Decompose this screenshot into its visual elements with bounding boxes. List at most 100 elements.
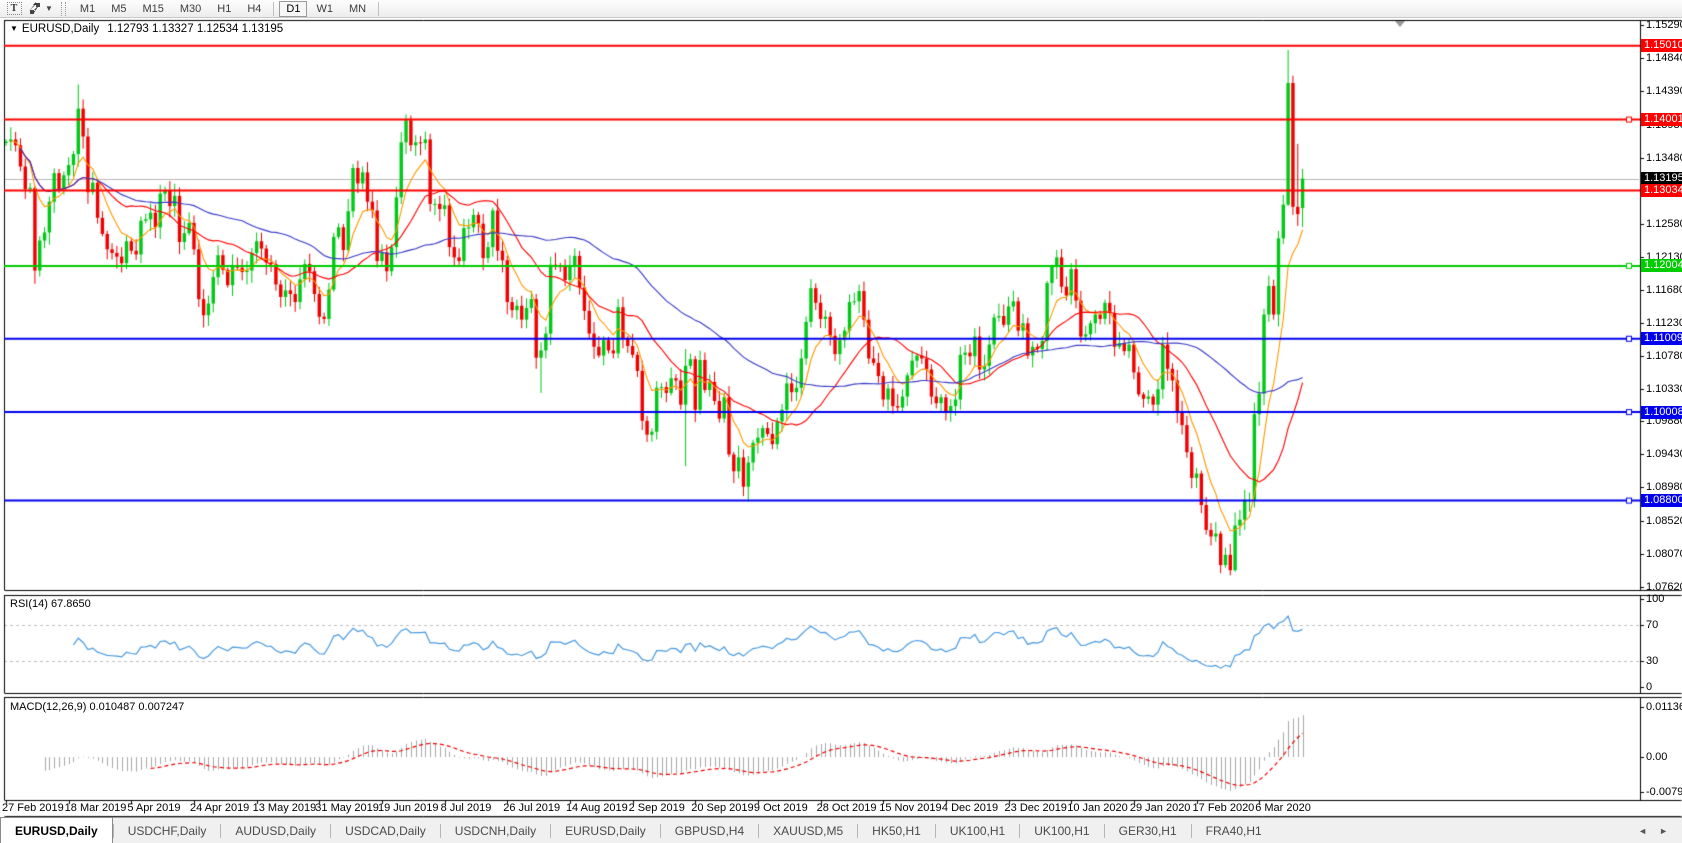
- date-axis-label: 2 Sep 2019: [628, 802, 685, 814]
- price-axis-tick: 1.11230: [1646, 316, 1682, 329]
- text-tool-icon: T: [6, 2, 22, 15]
- rsi-axis-tick: 70: [1646, 619, 1659, 632]
- toolbar-grip: [60, 1, 66, 16]
- price-axis-tick: 1.08520: [1646, 515, 1682, 528]
- timeframe-button-m30[interactable]: M30: [179, 2, 202, 15]
- objects-tool-button[interactable]: ▼: [28, 1, 53, 17]
- chart-symbol-label: EURUSD,Daily: [21, 23, 100, 35]
- price-axis-tick: 1.08070: [1646, 548, 1682, 561]
- date-axis-label: 4 Dec 2019: [941, 802, 999, 814]
- tab-scroll-right-icon[interactable]: ►: [1659, 825, 1668, 836]
- macd-axis-tick: 0.011362: [1646, 701, 1682, 713]
- chart-tab-8[interactable]: HK50,H1: [872, 823, 921, 838]
- timeframe-button-d1[interactable]: D1: [279, 0, 308, 17]
- rsi-label: RSI(14) 67.8650: [10, 598, 91, 610]
- hline-price-badge: 1.11009: [1641, 332, 1682, 346]
- diagonal-arrows-icon: [29, 2, 40, 14]
- price-axis-tick: 1.10330: [1646, 382, 1682, 395]
- timeframe-button-mn[interactable]: MN: [348, 2, 367, 15]
- ohlc-high: 1.13327: [152, 23, 194, 35]
- date-axis-label: 29 Jan 2020: [1129, 802, 1191, 814]
- date-axis-label: 31 May 2019: [315, 802, 379, 814]
- hline-price-badge: 1.10008: [1641, 405, 1682, 419]
- toolbar-separator: [273, 1, 275, 16]
- tab-separator: [758, 823, 760, 838]
- text-label-tool-button[interactable]: T: [4, 1, 24, 17]
- timeframe-button-m1[interactable]: M1: [79, 2, 96, 15]
- hline-price-badge: 1.12004: [1641, 259, 1682, 273]
- tab-separator: [220, 823, 222, 838]
- tab-separator: [934, 823, 936, 838]
- chart-tab-9[interactable]: UK100,H1: [949, 823, 1006, 838]
- date-axis-label: 13 May 2019: [252, 802, 317, 814]
- date-axis-label: 17 Feb 2020: [1192, 802, 1255, 814]
- price-axis-tick: 1.07620: [1646, 581, 1682, 594]
- date-axis-label: 18 Mar 2019: [64, 802, 127, 814]
- ohlc-open: 1.12793: [107, 23, 149, 35]
- chart-tab-4[interactable]: USDCNH,Daily: [454, 823, 537, 838]
- date-axis-label: 24 Apr 2019: [189, 802, 250, 814]
- tab-separator: [439, 823, 441, 838]
- tab-separator: [857, 823, 859, 838]
- date-axis-label: 6 Mar 2020: [1255, 802, 1311, 814]
- chart-tab-10[interactable]: UK100,H1: [1034, 823, 1090, 838]
- macd-label: MACD(12,26,9) 0.010487 0.007247: [10, 701, 185, 713]
- chart-tab-11[interactable]: GER30,H1: [1118, 823, 1177, 838]
- tab-separator: [659, 823, 661, 838]
- timeframe-button-m5[interactable]: M5: [111, 2, 127, 15]
- price-axis-tick: 1.15290: [1646, 19, 1682, 32]
- chart-title: ▼ EURUSD,Daily 1.12793 1.13327 1.12534 1.1…: [10, 23, 283, 35]
- date-axis-label: 27 Feb 2019: [2, 802, 64, 814]
- price-axis-tick: 1.13480: [1646, 151, 1682, 164]
- price-axis-tick: 1.12580: [1646, 217, 1682, 230]
- dropdown-caret-icon: ▼: [45, 4, 53, 13]
- top-toolbar: T ▼ M1 M5 M15 M30 H1 H4 D1 W1 MN: [0, 0, 1682, 18]
- hline-price-badge: 1.08800: [1641, 494, 1682, 508]
- hline-price-badge: 1.14001: [1641, 113, 1682, 127]
- chart-tab-1[interactable]: USDCHF,Daily: [127, 823, 207, 838]
- date-axis-label: 14 Aug 2019: [565, 802, 628, 814]
- ohlc-close: 1.13195: [241, 23, 284, 35]
- current-price-badge: 1.13195: [1641, 172, 1682, 186]
- price-axis-tick: 1.09430: [1646, 448, 1682, 461]
- date-axis-label: 26 Jul 2019: [503, 802, 561, 814]
- chart-tab-6[interactable]: GBPUSD,H4: [674, 823, 745, 838]
- tab-separator: [112, 823, 114, 838]
- chart-tab-2[interactable]: AUDUSD,Daily: [235, 823, 317, 838]
- date-axis-label: 23 Dec 2019: [1004, 802, 1067, 814]
- chart-tab-5[interactable]: EURUSD,Daily: [565, 823, 646, 838]
- timeframe-button-m15[interactable]: M15: [142, 2, 164, 15]
- price-axis-tick: 1.14390: [1646, 85, 1682, 98]
- chart-tab-bar: EURUSD,Daily USDCHF,Daily AUDUSD,Daily USDC…: [0, 817, 1682, 843]
- price-axis-tick: 1.11680: [1646, 283, 1682, 296]
- rsi-axis-tick: 0: [1646, 681, 1653, 693]
- chart-tab-3[interactable]: USDCAD,Daily: [345, 823, 426, 838]
- timeframe-button-h4[interactable]: H4: [247, 2, 262, 15]
- hline-price-badge: 1.13034: [1641, 183, 1682, 197]
- chart-tab-12[interactable]: FRA40,H1: [1205, 823, 1262, 838]
- toolbar-separator: [378, 1, 380, 16]
- date-axis-label: 8 Jul 2019: [440, 802, 492, 814]
- date-axis-label: 5 Apr 2019: [127, 802, 181, 814]
- ohlc-low: 1.12534: [196, 23, 239, 35]
- date-axis-label: 10 Jan 2020: [1067, 802, 1128, 814]
- date-axis-label: 28 Oct 2019: [816, 802, 877, 814]
- tab-separator: [330, 823, 332, 838]
- rsi-axis-tick: 100: [1646, 593, 1665, 605]
- tab-separator: [1019, 823, 1021, 838]
- timeframe-button-w1[interactable]: W1: [316, 2, 333, 15]
- rsi-axis-tick: 30: [1646, 654, 1659, 667]
- timeframe-button-h1[interactable]: H1: [217, 2, 232, 15]
- chart-tab-7[interactable]: XAUUSD,M5: [773, 823, 844, 838]
- macd-axis-tick: 0.00: [1646, 751, 1668, 764]
- macd-axis-tick: -0.0079: [1646, 786, 1682, 798]
- price-axis-tick: 1.14840: [1646, 52, 1682, 65]
- chart-collapse-icon[interactable]: ▼: [10, 24, 18, 33]
- date-axis-label: 9 Oct 2019: [753, 802, 808, 814]
- timeframe-button-group: M1 M5 M15 M30 H1 H4 D1 W1 MN: [72, 0, 374, 17]
- chart-tab-0[interactable]: EURUSD,Daily: [0, 817, 113, 843]
- tab-scroll-left-icon[interactable]: ◄: [1638, 825, 1648, 836]
- tab-separator: [550, 823, 552, 838]
